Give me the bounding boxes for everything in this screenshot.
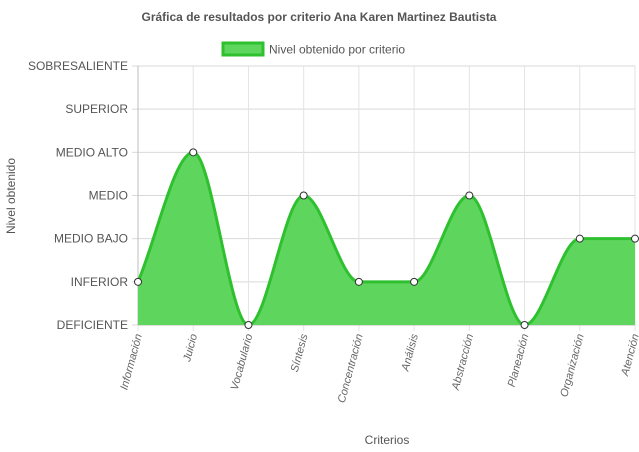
series-area-fill [138,152,635,325]
y-tick-label: SUPERIOR [65,102,128,116]
x-tick-label: Abstracción [450,333,477,393]
data-point[interactable] [465,191,474,200]
x-tick-label: Análisis [399,332,421,373]
data-point[interactable] [410,277,419,286]
y-tick-label: DEFICIENTE [57,318,128,332]
data-point[interactable] [134,277,142,286]
x-tick-label: Organización [558,333,586,399]
y-axis-ticks: DEFICIENTE INFERIOR MEDIO BAJO MEDIO MEDIO A… [28,59,128,332]
points-layer [134,148,639,329]
legend-swatch [221,41,265,57]
data-point[interactable] [354,277,363,286]
y-tick-label: MEDIO BAJO [54,232,128,246]
data-point[interactable] [631,234,639,243]
data-point[interactable] [299,191,308,200]
data-point[interactable] [244,321,253,329]
x-axis-label: Criterios [365,433,410,447]
chart-title: Gráfica de resultados por criterio Ana K… [142,10,497,24]
x-tick-label: Concentración [336,333,366,405]
data-point[interactable] [520,321,529,329]
x-tick-label: Información [118,333,144,392]
x-tick-label: Vocabulario [229,333,256,392]
y-tick-label: SOBRESALIENTE [28,59,128,73]
y-axis-label: Nivel obtenido [4,158,18,234]
x-axis-ticks: Información Juicio Vocabulario Síntesis Conc… [118,332,639,404]
x-tick-label: Planeación [506,333,532,389]
x-tick-label: Juicio [181,333,200,364]
legend-label: Nivel obtenido por criterio [269,43,405,57]
data-point[interactable] [189,148,198,157]
y-tick-label: MEDIO ALTO [56,145,128,159]
legend[interactable]: Nivel obtenido por criterio [221,41,405,57]
data-point[interactable] [575,234,584,243]
x-tick-label: Atención [619,333,639,378]
y-tick-label: MEDIO [89,189,128,203]
y-tick-label: INFERIOR [71,275,129,289]
x-tick-label: Síntesis [289,332,311,373]
